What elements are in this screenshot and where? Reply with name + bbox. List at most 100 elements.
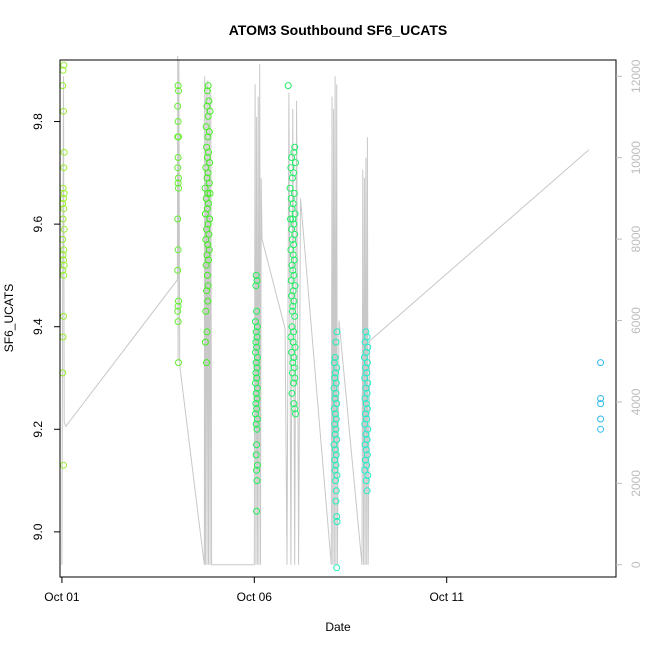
data-point [332,338,340,346]
data-point [60,271,68,279]
y-tick-label: 9.0 [31,523,45,540]
data-point [206,189,214,197]
y-axis-right: 0 2000 4000 6000 8000 10000 12000 [616,59,643,568]
data-point [204,297,212,305]
data-point [362,430,370,438]
data-point [59,82,67,90]
data-point [174,246,182,254]
series-3 [252,271,261,515]
data-point [362,410,369,418]
data-point [331,456,339,464]
data-point [597,425,605,433]
data-point [253,415,261,423]
data-point [175,297,182,305]
data-point [174,266,182,274]
data-point [361,374,369,382]
data-point [203,328,211,336]
data-point [253,354,261,361]
data-point [597,400,605,408]
data-point [333,564,341,572]
data-point [330,441,338,449]
data-point [332,487,340,495]
data-point [253,466,261,474]
x-axis: Oct 01 Oct 06 Oct 11 [44,577,464,604]
data-point [362,456,369,464]
data-point [332,477,339,485]
data-point [174,179,182,187]
y2-tick-label: 2000 [629,470,643,497]
data-point [174,118,182,125]
data-point [362,328,370,336]
data-point [252,282,260,290]
y2-tick-label: 10000 [629,141,643,175]
series-5 [330,328,341,572]
y-axis-left: 9.0 9.2 9.4 9.6 9.8 [31,113,60,540]
y2-tick-label: 4000 [629,388,643,415]
data-point [290,189,298,197]
data-point [204,133,212,141]
data-point [332,461,340,469]
x-axis-label: Date [325,620,351,634]
data-point [288,261,296,269]
data-point [331,354,339,361]
data-point [332,446,339,454]
data-point [174,154,182,161]
data-point [204,282,212,290]
data-point [330,405,338,413]
data-point [284,82,292,90]
data-point [253,307,261,315]
x-tick-label: Oct 06 [237,590,273,604]
data-point [205,128,213,136]
data-point [203,251,211,259]
data-point [290,379,298,387]
data-point [253,277,261,284]
data-point [253,343,261,351]
series-6 [360,328,372,495]
data-point [253,395,261,402]
data-point [361,441,369,449]
data-point [253,461,261,469]
data-point [253,441,261,449]
data-point [288,389,296,397]
data-point [203,359,211,367]
x-tick-label: Oct 11 [429,590,464,604]
altitude-line-layer [61,55,590,566]
data-point [252,451,260,459]
data-point [332,389,340,397]
data-point [288,205,296,213]
data-point [174,164,182,172]
data-point [597,395,605,402]
data-point [333,518,341,526]
data-point [252,338,260,346]
data-point [201,210,209,218]
data-point [362,364,369,372]
data-point [174,82,182,90]
data-point [252,328,260,336]
data-point [361,395,369,402]
data-point [253,405,261,413]
data-point [253,323,261,331]
data-point [333,364,341,372]
series-2 [201,82,214,367]
series-7 [597,359,605,433]
data-point [60,61,68,69]
data-point [201,338,209,346]
data-point [252,420,260,428]
data-point [290,400,298,408]
data-point [252,400,260,408]
plot-frame [59,59,617,578]
data-point [289,359,297,367]
data-point [204,169,212,177]
data-point [60,225,68,233]
y-tick-label: 9.4 [31,318,45,335]
data-point [60,461,67,469]
data-point [288,174,296,182]
data-point [291,312,299,320]
data-point [60,189,68,197]
data-point [331,420,339,428]
data-point [174,102,182,110]
data-point [290,354,298,361]
data-point [253,374,261,382]
data-point [174,318,182,326]
